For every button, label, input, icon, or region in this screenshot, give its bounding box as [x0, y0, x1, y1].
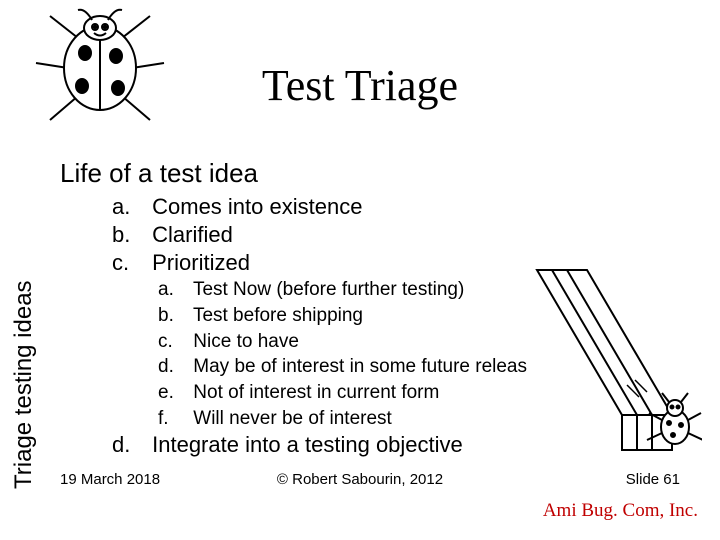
inner-list: a. Test Now (before further testing) b. …: [158, 278, 527, 433]
slide: Test Triage Life of a test idea a. Comes…: [0, 0, 720, 540]
footer-brand: Ami Bug. Com, Inc.: [543, 500, 698, 522]
list-text: Integrate into a testing objective: [152, 432, 463, 457]
list-letter: a.: [112, 194, 146, 220]
list-item: d. Integrate into a testing objective: [112, 432, 463, 458]
list-text: Comes into existence: [152, 194, 362, 219]
footer-slide-number: Slide 61: [626, 471, 680, 488]
list-letter: a.: [158, 278, 188, 302]
list-letter: c.: [112, 250, 146, 276]
list-text: Clarified: [152, 222, 233, 247]
list-letter: e.: [158, 381, 188, 405]
slide-title: Test Triage: [0, 60, 720, 111]
list-text: May be of interest in some future releas: [193, 356, 527, 377]
list-letter: b.: [112, 222, 146, 248]
list-item: b. Clarified: [112, 222, 362, 248]
list-item: d. May be of interest in some future rel…: [158, 355, 527, 379]
list-text: Nice to have: [193, 331, 299, 352]
section-heading: Life of a test idea: [60, 158, 258, 189]
list-letter: f.: [158, 407, 188, 431]
list-item: a. Comes into existence: [112, 194, 362, 220]
list-item: a. Test Now (before further testing): [158, 278, 527, 302]
list-text: Will never be of interest: [193, 408, 392, 429]
list-letter: b.: [158, 304, 188, 328]
outer-list: a. Comes into existence b. Clarified c. …: [112, 194, 362, 278]
list-item: c. Prioritized: [112, 250, 362, 276]
list-item: e. Not of interest in current form: [158, 381, 527, 405]
list-letter: c.: [158, 330, 188, 354]
list-item: f. Will never be of interest: [158, 407, 527, 431]
footer-copyright: © Robert Sabourin, 2012: [0, 471, 720, 488]
slide-illustration-icon: [527, 265, 702, 460]
list-text: Prioritized: [152, 250, 250, 275]
list-letter: d.: [112, 432, 146, 458]
list-text: Test before shipping: [193, 305, 363, 326]
list-item: b. Test before shipping: [158, 304, 527, 328]
list-letter: d.: [158, 355, 188, 379]
outer-list-continued: d. Integrate into a testing objective: [112, 432, 463, 458]
list-item: c. Nice to have: [158, 330, 527, 354]
list-text: Not of interest in current form: [193, 382, 439, 403]
list-text: Test Now (before further testing): [193, 279, 464, 300]
